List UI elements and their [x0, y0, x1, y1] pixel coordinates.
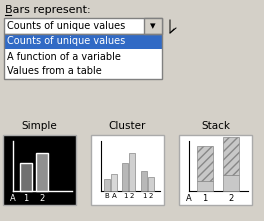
Bar	[223, 175, 239, 191]
Bar	[179, 135, 252, 205]
Bar	[20, 163, 32, 191]
Text: Counts of unique values: Counts of unique values	[7, 36, 125, 46]
Bar	[223, 137, 239, 175]
Text: Cluster: Cluster	[109, 121, 146, 131]
Text: Simple: Simple	[22, 121, 57, 131]
Bar	[148, 177, 154, 191]
Text: 1: 1	[23, 194, 29, 203]
Text: A: A	[10, 194, 16, 203]
Bar	[141, 171, 147, 191]
Text: B: B	[105, 193, 109, 199]
Text: A: A	[112, 193, 116, 199]
Text: Counts of unique values: Counts of unique values	[7, 21, 125, 31]
Bar	[122, 163, 128, 191]
Text: 1: 1	[142, 193, 146, 199]
Bar	[91, 135, 164, 205]
Text: 2: 2	[130, 193, 134, 199]
Text: 2: 2	[228, 194, 234, 203]
Bar	[104, 179, 110, 191]
Text: Stack: Stack	[201, 121, 230, 131]
Bar	[4, 18, 162, 34]
Text: A: A	[186, 194, 192, 203]
Bar	[129, 153, 135, 191]
Text: 2: 2	[39, 194, 45, 203]
Text: A function of a variable: A function of a variable	[7, 51, 121, 61]
Text: Bars represent:: Bars represent:	[5, 5, 91, 15]
Bar	[4, 34, 162, 49]
Bar	[197, 181, 213, 191]
Bar	[111, 174, 117, 191]
Text: 2: 2	[149, 193, 153, 199]
Bar	[4, 34, 162, 79]
Bar	[36, 153, 48, 191]
Bar	[4, 64, 162, 79]
Text: Values from a table: Values from a table	[7, 67, 102, 76]
Bar	[3, 135, 76, 205]
Bar	[197, 146, 213, 181]
Text: 1: 1	[202, 194, 208, 203]
Bar	[4, 49, 162, 64]
Bar	[144, 18, 162, 34]
Text: 1: 1	[123, 193, 127, 199]
Text: ▾: ▾	[150, 21, 156, 31]
